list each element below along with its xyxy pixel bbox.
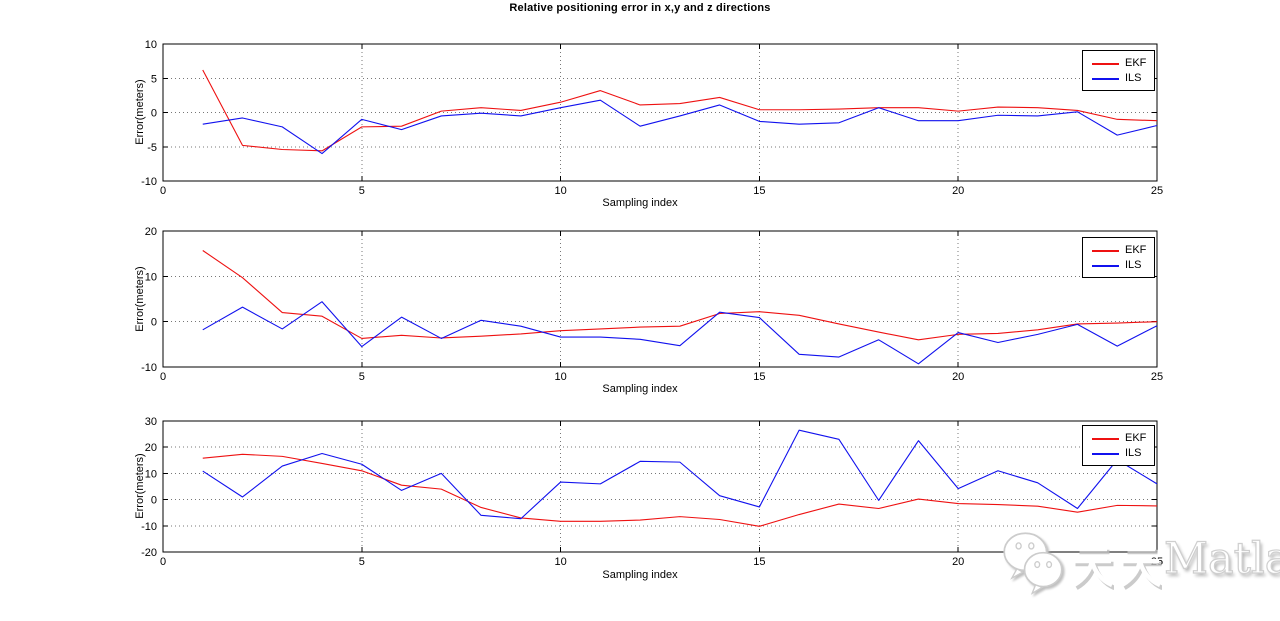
- svg-text:0: 0: [151, 108, 157, 120]
- ekf-line-swatch: [1092, 437, 1119, 440]
- svg-text:20: 20: [145, 226, 157, 238]
- svg-text:15: 15: [753, 556, 765, 568]
- svg-text:30: 30: [145, 416, 157, 428]
- svg-text:20: 20: [952, 556, 964, 568]
- svg-text:15: 15: [753, 371, 765, 383]
- svg-text:10: 10: [145, 271, 157, 283]
- watermark-text: Matlab: [1163, 534, 1280, 584]
- ils-line-swatch: [1092, 264, 1119, 267]
- svg-text:20: 20: [952, 185, 964, 197]
- svg-text:10: 10: [554, 185, 566, 197]
- svg-text:0: 0: [160, 185, 166, 197]
- tian-glyph-1: [1072, 546, 1114, 590]
- svg-text:5: 5: [359, 371, 365, 383]
- svg-text:25: 25: [1151, 185, 1163, 197]
- ekf-line-swatch: [1092, 249, 1119, 252]
- legend-label-ekf: EKF: [1125, 432, 1147, 444]
- x-axis-label-subplot2: Sampling index: [602, 383, 678, 395]
- svg-text:5: 5: [151, 73, 157, 85]
- legend-label-ils: ILS: [1125, 259, 1142, 271]
- legend-entry-ils: ILS: [1083, 71, 1154, 86]
- svg-text:0: 0: [160, 371, 166, 383]
- svg-text:-10: -10: [141, 521, 157, 533]
- svg-text:10: 10: [554, 556, 566, 568]
- svg-text:20: 20: [145, 442, 157, 454]
- svg-text:25: 25: [1151, 371, 1163, 383]
- legend-label-ils: ILS: [1125, 447, 1142, 459]
- ekf-line-swatch: [1092, 62, 1119, 65]
- legend-label-ils: ILS: [1125, 72, 1142, 84]
- y-axis-label-subplot2: Error(meters): [134, 266, 146, 332]
- watermark: Matlab: [1000, 528, 1280, 596]
- legend-label-ekf: EKF: [1125, 57, 1147, 69]
- svg-text:-10: -10: [141, 362, 157, 374]
- figure-title: Relative positioning error in x,y and z …: [509, 2, 771, 14]
- y-axis-label-subplot1: Error(meters): [134, 79, 146, 145]
- legend-subplot1: EKF ILS: [1082, 50, 1155, 91]
- legend-entry-ekf: EKF: [1083, 243, 1154, 258]
- svg-text:0: 0: [151, 317, 157, 329]
- ils-line-swatch: [1092, 452, 1119, 455]
- svg-text:5: 5: [359, 556, 365, 568]
- x-axis-label-subplot3: Sampling index: [602, 569, 678, 581]
- svg-text:0: 0: [160, 556, 166, 568]
- legend-entry-ekf: EKF: [1083, 56, 1154, 71]
- svg-text:-20: -20: [141, 547, 157, 559]
- legend-subplot2: EKF ILS: [1082, 237, 1155, 278]
- y-axis-label-subplot3: Error(meters): [134, 453, 146, 519]
- legend-label-ekf: EKF: [1125, 244, 1147, 256]
- svg-text:10: 10: [554, 371, 566, 383]
- svg-text:15: 15: [753, 185, 765, 197]
- ils-line-swatch: [1092, 77, 1119, 80]
- x-axis-label-subplot1: Sampling index: [602, 197, 678, 209]
- wechat-icon: [1003, 532, 1063, 595]
- svg-text:-5: -5: [147, 142, 157, 154]
- svg-text:5: 5: [359, 185, 365, 197]
- tian-glyph-2: [1120, 546, 1162, 590]
- svg-text:10: 10: [145, 39, 157, 51]
- svg-text:10: 10: [145, 468, 157, 480]
- svg-text:20: 20: [952, 371, 964, 383]
- legend-entry-ekf: EKF: [1083, 431, 1154, 446]
- svg-text:0: 0: [151, 495, 157, 507]
- legend-subplot3: EKF ILS: [1082, 425, 1155, 466]
- svg-text:-10: -10: [141, 176, 157, 188]
- legend-entry-ils: ILS: [1083, 446, 1154, 461]
- legend-entry-ils: ILS: [1083, 258, 1154, 273]
